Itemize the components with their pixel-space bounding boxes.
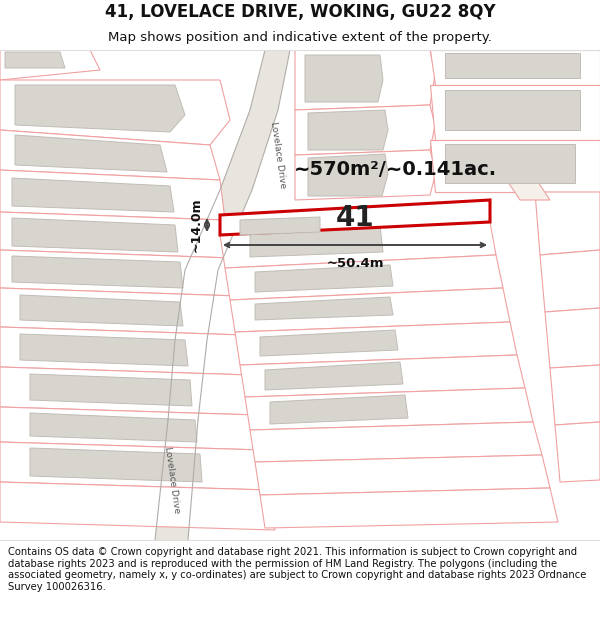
Polygon shape (445, 90, 580, 130)
Polygon shape (220, 200, 490, 235)
Polygon shape (220, 222, 496, 268)
Polygon shape (5, 52, 65, 68)
Text: 41, LOVELACE DRIVE, WOKING, GU22 8QY: 41, LOVELACE DRIVE, WOKING, GU22 8QY (104, 4, 496, 21)
Polygon shape (308, 110, 388, 150)
Polygon shape (0, 212, 232, 258)
Polygon shape (0, 288, 244, 335)
Polygon shape (308, 154, 388, 196)
Polygon shape (0, 327, 250, 375)
Text: 41: 41 (335, 204, 374, 232)
Polygon shape (490, 155, 550, 200)
Polygon shape (295, 105, 435, 155)
Polygon shape (0, 407, 262, 450)
Polygon shape (235, 322, 517, 365)
Polygon shape (430, 50, 600, 85)
Polygon shape (0, 170, 225, 220)
Polygon shape (250, 422, 542, 462)
Polygon shape (240, 217, 320, 235)
Polygon shape (0, 130, 220, 180)
Polygon shape (255, 455, 550, 495)
Text: Lovelace Drive: Lovelace Drive (163, 446, 181, 514)
Polygon shape (445, 53, 580, 78)
Polygon shape (430, 85, 600, 140)
Polygon shape (250, 225, 383, 257)
Polygon shape (20, 295, 183, 326)
Polygon shape (168, 50, 290, 420)
Polygon shape (270, 395, 408, 424)
Polygon shape (295, 50, 435, 110)
Polygon shape (12, 256, 183, 288)
Polygon shape (0, 50, 100, 80)
Polygon shape (540, 250, 600, 312)
Polygon shape (545, 308, 600, 368)
Polygon shape (555, 422, 600, 482)
Polygon shape (0, 367, 257, 415)
Polygon shape (255, 265, 393, 292)
Polygon shape (255, 297, 393, 320)
Polygon shape (30, 374, 192, 406)
Polygon shape (0, 442, 268, 490)
Polygon shape (225, 255, 503, 300)
Polygon shape (430, 140, 600, 192)
Polygon shape (15, 85, 185, 132)
Polygon shape (155, 420, 198, 540)
Polygon shape (30, 448, 202, 482)
Polygon shape (12, 178, 174, 212)
Polygon shape (0, 482, 275, 530)
Polygon shape (445, 144, 575, 183)
Polygon shape (230, 288, 510, 332)
Polygon shape (245, 388, 533, 430)
Polygon shape (30, 413, 197, 442)
Polygon shape (0, 250, 238, 296)
Polygon shape (260, 330, 398, 356)
Text: Lovelace Drive: Lovelace Drive (269, 121, 287, 189)
Text: ~14.0m: ~14.0m (190, 198, 203, 252)
Text: Contains OS data © Crown copyright and database right 2021. This information is : Contains OS data © Crown copyright and d… (8, 547, 586, 592)
Polygon shape (305, 55, 383, 102)
Polygon shape (240, 355, 525, 397)
Polygon shape (260, 488, 558, 528)
Polygon shape (12, 218, 178, 252)
Polygon shape (295, 150, 436, 200)
Text: ~570m²/~0.141ac.: ~570m²/~0.141ac. (293, 161, 497, 179)
Polygon shape (550, 365, 600, 425)
Polygon shape (0, 80, 230, 145)
Text: Map shows position and indicative extent of the property.: Map shows position and indicative extent… (108, 31, 492, 44)
Polygon shape (265, 362, 403, 390)
Polygon shape (535, 192, 600, 255)
Polygon shape (15, 135, 167, 172)
Text: ~50.4m: ~50.4m (326, 257, 384, 270)
Polygon shape (20, 334, 188, 366)
